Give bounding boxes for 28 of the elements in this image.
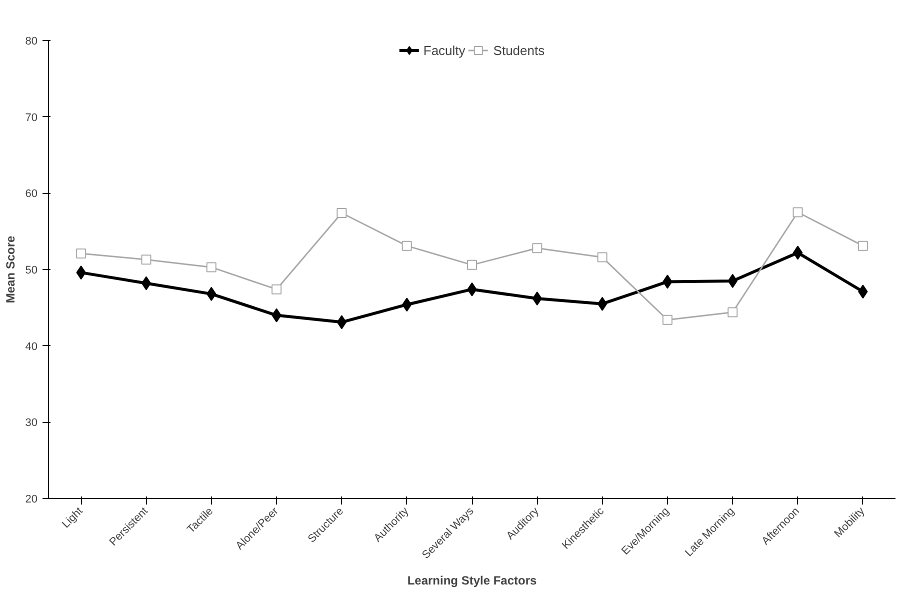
point	[272, 284, 282, 294]
point	[206, 262, 216, 272]
point	[597, 296, 608, 311]
point	[76, 248, 86, 258]
y-tick-label: 30	[25, 417, 38, 430]
point	[728, 307, 738, 318]
point	[662, 314, 672, 325]
y-axis-title: Mean Score	[3, 235, 18, 304]
y-tick-label: 20	[25, 494, 38, 506]
x-axis-title: Learning Style Factors	[407, 574, 538, 588]
point	[792, 207, 803, 218]
y-tick-label: 40	[25, 340, 38, 353]
y-tick-label: 70	[25, 112, 38, 124]
point	[597, 252, 608, 262]
point	[402, 240, 412, 251]
y-tick-label: 80	[25, 36, 38, 48]
point	[141, 254, 152, 265]
point	[141, 276, 152, 290]
point	[792, 246, 803, 260]
point	[336, 315, 347, 330]
y-tick-label: 60	[25, 188, 38, 200]
y-tick-label: 50	[25, 264, 38, 276]
legend-label: Faculty	[423, 42, 466, 58]
point	[467, 260, 477, 270]
point	[336, 208, 347, 218]
legend-label: Students	[493, 42, 545, 58]
point	[858, 240, 868, 251]
point	[532, 243, 542, 254]
